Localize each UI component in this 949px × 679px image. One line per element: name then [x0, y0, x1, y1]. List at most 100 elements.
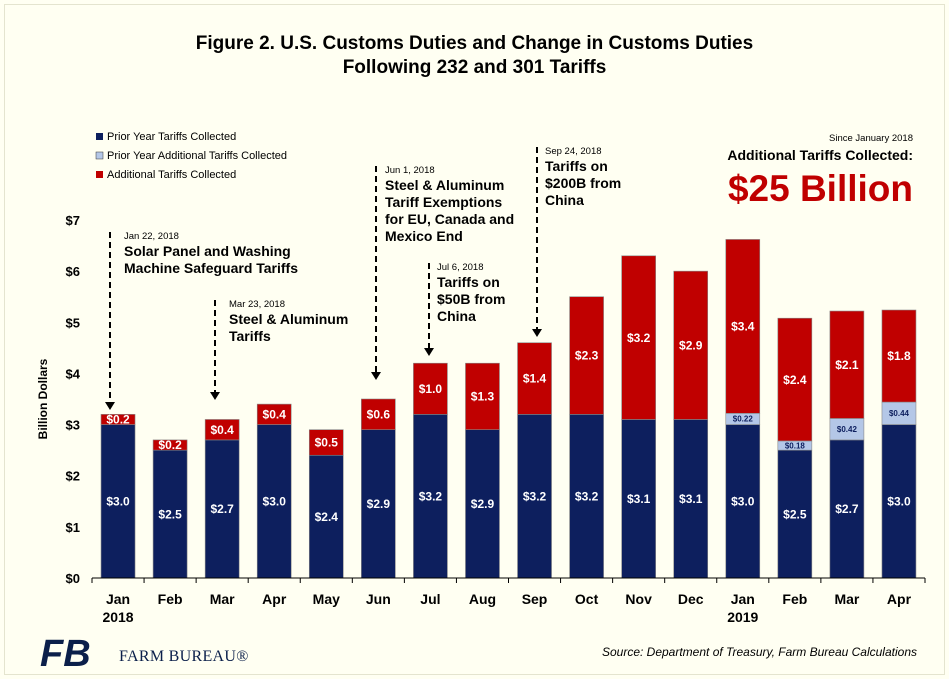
- y-axis-label: Billion Dollars: [36, 358, 50, 439]
- x-tick-label: Mar: [210, 591, 235, 607]
- bar-segment: [517, 342, 552, 415]
- bar-value-label: $3.1: [627, 492, 651, 506]
- y-tick-label: $1: [66, 520, 80, 535]
- x-tick-label: Feb: [158, 591, 183, 607]
- bar-value-label: $0.42: [837, 425, 858, 434]
- bar-segment: [413, 414, 448, 579]
- annotation-text: Tariff Exemptions: [385, 194, 502, 210]
- callout-label: Additional Tariffs Collected:: [727, 147, 913, 163]
- annotation-text: Mexico End: [385, 228, 463, 244]
- legend-label: Additional Tariffs Collected: [107, 169, 236, 181]
- y-tick-label: $6: [66, 264, 80, 279]
- legend-label: Prior Year Additional Tariffs Collected: [107, 150, 287, 162]
- bar-segment: [100, 414, 136, 425]
- bar-segment: [881, 309, 917, 403]
- bar-segment: [673, 270, 709, 420]
- x-tick-label: Dec: [678, 591, 704, 607]
- bar-value-label: $0.5: [315, 436, 339, 450]
- x-tick-label: Sep: [522, 591, 548, 607]
- bar-segment: [152, 439, 188, 451]
- bar-value-label: $3.0: [731, 494, 755, 508]
- bar-value-label: $1.4: [523, 372, 547, 386]
- annotation-date: Jan 22, 2018: [124, 231, 179, 242]
- bar-segment: [569, 296, 604, 415]
- bar-segment: [829, 439, 865, 579]
- legend-label: Prior Year Tariffs Collected: [107, 131, 236, 143]
- bar-segment: [308, 454, 344, 579]
- annotation-text: for EU, Canada and: [385, 211, 514, 227]
- annotation-text: $50B from: [437, 291, 505, 307]
- bar-value-label: $1.0: [419, 382, 443, 396]
- x-tick-label: Apr: [262, 591, 287, 607]
- bar-value-label: $0.6: [367, 408, 391, 422]
- x-tick-label: Mar: [834, 591, 859, 607]
- bar-value-label: $2.3: [575, 349, 599, 363]
- bar-value-label: $3.2: [419, 489, 443, 503]
- legend-swatch: [96, 133, 103, 140]
- x-tick-label: Nov: [625, 591, 652, 607]
- x-tick-label: Oct: [575, 591, 599, 607]
- chart-title-line1: Figure 2. U.S. Customs Duties and Change…: [195, 33, 754, 54]
- bar-segment: [465, 362, 500, 430]
- bar-segment: [361, 429, 396, 579]
- bar-segment: [465, 429, 500, 579]
- bar-segment: [308, 429, 344, 456]
- y-tick-label: $0: [66, 571, 80, 586]
- x-tick-label: Feb: [782, 591, 807, 607]
- callout-total: $25 Billion: [727, 168, 913, 209]
- annotation-date: Jun 1, 2018: [385, 165, 435, 176]
- y-tick-label: $3: [66, 418, 80, 433]
- bar-value-label: $2.7: [835, 502, 859, 516]
- farm-bureau-logo: FB: [40, 634, 91, 670]
- bar-value-label: $1.3: [471, 390, 495, 404]
- bar-value-label: $3.0: [887, 494, 911, 508]
- chart-title-line2: Following 232 and 301 Tariffs: [342, 57, 607, 78]
- annotation-arrow-head: [105, 402, 115, 410]
- legend-swatch: [95, 151, 104, 160]
- bar-value-label: $3.2: [523, 489, 547, 503]
- annotation-arrow-head: [532, 329, 542, 337]
- x-tick-label: Jul: [420, 591, 440, 607]
- bar-segment: [413, 362, 448, 415]
- bar-value-label: $2.5: [783, 507, 807, 521]
- x-tick-label: Aug: [469, 591, 496, 607]
- annotation-text: Machine Safeguard Tariffs: [124, 260, 298, 276]
- annotation-text: Tariffs on: [437, 274, 500, 290]
- bar-value-label: $2.1: [835, 358, 859, 372]
- bar-value-label: $2.7: [210, 502, 234, 516]
- annotation-text: China: [545, 192, 584, 208]
- bar-value-label: $0.22: [733, 415, 754, 424]
- annotation-text: Tariffs on: [545, 158, 608, 174]
- bar-segment: [621, 255, 656, 420]
- x-year-label: 2019: [727, 609, 758, 625]
- bar-value-label: $2.9: [471, 497, 495, 511]
- annotation-text: Solar Panel and Washing: [124, 243, 291, 259]
- bar-value-label: $3.1: [679, 492, 703, 506]
- annotation-text: China: [437, 308, 476, 324]
- annotation-date: Sep 24, 2018: [545, 146, 602, 157]
- bar-segment: [621, 419, 656, 579]
- bar-segment: [361, 398, 396, 430]
- annotation-arrow-head: [424, 348, 434, 356]
- annotation-text: Tariffs: [229, 328, 271, 344]
- bar-segment: [517, 414, 552, 579]
- y-tick-label: $2: [66, 469, 80, 484]
- bar-segment: [777, 317, 813, 442]
- bar-segment: [569, 414, 604, 579]
- bar-value-label: $0.18: [785, 441, 806, 450]
- bar-value-label: $2.9: [367, 497, 391, 511]
- annotation-date: Mar 23, 2018: [229, 299, 285, 310]
- bar-value-label: $3.0: [106, 494, 130, 508]
- y-tick-label: $5: [66, 315, 80, 330]
- bar-value-label: $3.4: [731, 320, 755, 334]
- brand-name: FARM BUREAU®: [119, 648, 249, 665]
- x-tick-label: Jan: [731, 591, 755, 607]
- annotation-text: $200B from: [545, 175, 621, 191]
- bar-segment: [829, 310, 865, 419]
- annotation-text: Steel & Aluminum: [229, 311, 348, 327]
- callout-since: Since January 2018: [829, 133, 913, 144]
- bar-value-label: $0.4: [210, 423, 234, 437]
- x-tick-label: May: [313, 591, 340, 607]
- annotation-arrow-head: [371, 372, 381, 380]
- bar-value-label: $3.2: [575, 489, 599, 503]
